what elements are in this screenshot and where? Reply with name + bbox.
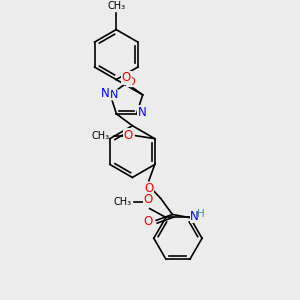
Text: N: N — [100, 87, 109, 100]
Text: N: N — [137, 106, 146, 119]
Text: O: O — [144, 182, 154, 195]
Text: O: O — [122, 71, 131, 84]
Text: CH₃: CH₃ — [113, 196, 131, 206]
Text: CH₃: CH₃ — [91, 131, 109, 141]
Text: O: O — [124, 129, 133, 142]
Text: N: N — [190, 210, 199, 223]
Text: O: O — [127, 76, 135, 87]
Text: CH₃: CH₃ — [107, 1, 125, 11]
Text: O: O — [143, 215, 153, 228]
Text: H: H — [197, 209, 205, 219]
Text: N: N — [110, 90, 118, 100]
Text: O: O — [143, 193, 152, 206]
